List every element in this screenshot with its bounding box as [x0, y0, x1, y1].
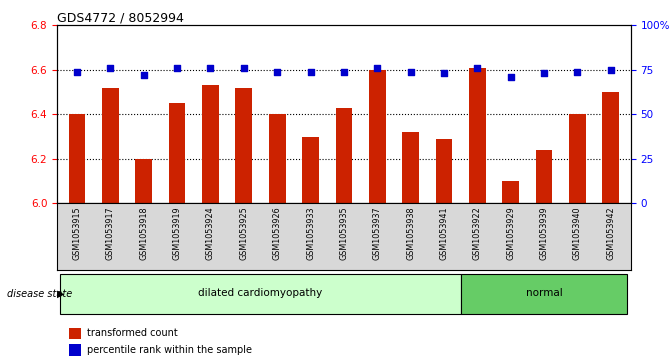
Bar: [68, 114, 85, 203]
Point: [172, 65, 183, 71]
Point: [305, 69, 316, 74]
Text: GSM1053939: GSM1053939: [539, 207, 548, 260]
Bar: [569, 114, 586, 203]
Point: [105, 65, 116, 71]
Point: [138, 72, 149, 78]
Bar: [60, 274, 460, 314]
Bar: [402, 132, 419, 203]
Text: GSM1053922: GSM1053922: [473, 207, 482, 260]
Text: normal: normal: [525, 288, 562, 298]
Text: GSM1053935: GSM1053935: [340, 207, 348, 260]
Text: dilated cardiomyopathy: dilated cardiomyopathy: [199, 288, 323, 298]
Point: [238, 65, 249, 71]
Text: GSM1053919: GSM1053919: [172, 207, 182, 260]
Text: GDS4772 / 8052994: GDS4772 / 8052994: [57, 11, 184, 24]
Text: GSM1053918: GSM1053918: [140, 207, 148, 260]
Point: [539, 70, 550, 76]
Bar: [302, 136, 319, 203]
Point: [405, 69, 416, 74]
Bar: [503, 181, 519, 203]
Text: GSM1053942: GSM1053942: [606, 207, 615, 260]
Bar: [169, 103, 185, 203]
Bar: [236, 88, 252, 203]
Text: GSM1053940: GSM1053940: [573, 207, 582, 260]
Bar: [102, 88, 119, 203]
Text: GSM1053933: GSM1053933: [306, 207, 315, 260]
Bar: [136, 159, 152, 203]
Text: GSM1053937: GSM1053937: [373, 207, 382, 260]
Point: [605, 67, 616, 73]
Bar: [469, 68, 486, 203]
Point: [439, 70, 450, 76]
Bar: [535, 150, 552, 203]
Bar: [435, 139, 452, 203]
Bar: [336, 108, 352, 203]
Text: GSM1053926: GSM1053926: [272, 207, 282, 260]
Point: [205, 65, 216, 71]
Text: GSM1053929: GSM1053929: [506, 207, 515, 260]
Point: [572, 69, 582, 74]
Text: GSM1053938: GSM1053938: [406, 207, 415, 260]
Text: disease state: disease state: [7, 289, 72, 299]
Point: [272, 69, 282, 74]
Bar: [68, 328, 81, 339]
Text: ▶: ▶: [57, 289, 64, 299]
Text: transformed count: transformed count: [87, 328, 178, 338]
Bar: [369, 70, 386, 203]
Bar: [68, 344, 81, 356]
Bar: [603, 92, 619, 203]
Text: GSM1053917: GSM1053917: [106, 207, 115, 260]
Point: [372, 65, 382, 71]
Text: GSM1053915: GSM1053915: [72, 207, 82, 260]
Bar: [202, 85, 219, 203]
Point: [72, 69, 83, 74]
Text: GSM1053924: GSM1053924: [206, 207, 215, 260]
Text: GSM1053925: GSM1053925: [240, 207, 248, 260]
Point: [472, 65, 482, 71]
Bar: [460, 274, 627, 314]
Text: GSM1053941: GSM1053941: [440, 207, 448, 260]
Point: [505, 74, 516, 80]
Point: [338, 69, 349, 74]
Bar: [269, 114, 286, 203]
Text: percentile rank within the sample: percentile rank within the sample: [87, 344, 252, 355]
